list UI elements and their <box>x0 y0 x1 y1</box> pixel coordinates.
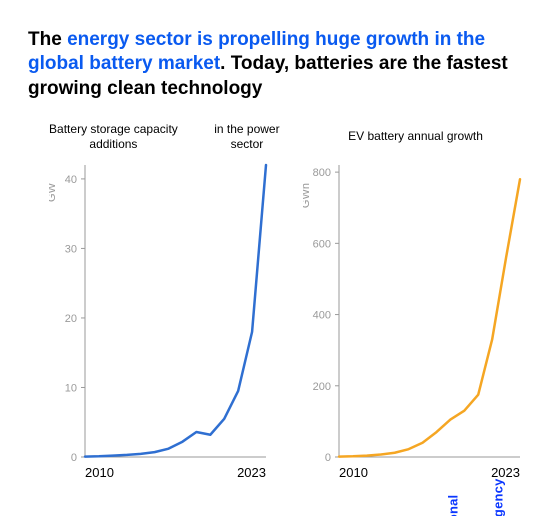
svg-text:400: 400 <box>313 309 331 321</box>
svg-text:800: 800 <box>313 167 331 179</box>
attribution-line2: Energy Agency <box>491 478 506 516</box>
source-attribution: International Energy Agency <box>417 478 537 516</box>
svg-text:GW: GW <box>49 182 58 202</box>
svg-text:30: 30 <box>65 243 77 255</box>
svg-text:10: 10 <box>65 382 77 394</box>
battery-infographic: The energy sector is propelling huge gro… <box>0 0 548 516</box>
chart-right-title: EV battery annual growth <box>303 121 528 153</box>
chart-left-col: Battery storage capacity additionsin the… <box>28 121 295 487</box>
attribution-line1: International <box>446 478 461 516</box>
chart-left-title: Battery storage capacity additionsin the… <box>28 121 295 153</box>
chart-left: 0 10 20 30 40 GW 2010 2023 <box>49 157 274 487</box>
charts-row: Battery storage capacity additionsin the… <box>28 121 528 487</box>
svg-text:2023: 2023 <box>237 465 266 480</box>
svg-text:0: 0 <box>71 452 77 464</box>
chart-right: 0200400600800GWh20102023 <box>303 157 528 487</box>
svg-text:2010: 2010 <box>339 465 368 480</box>
svg-text:2010: 2010 <box>85 465 114 480</box>
svg-text:600: 600 <box>313 238 331 250</box>
chart-right-col: EV battery annual growth 0 200 400 600 800GW… <box>303 121 528 487</box>
svg-text:40: 40 <box>65 174 77 186</box>
svg-text:200: 200 <box>313 381 331 393</box>
svg-text:GWh: GWh <box>303 183 312 208</box>
svg-text:0: 0 <box>325 452 331 464</box>
svg-text:20: 20 <box>65 313 77 325</box>
headline: The energy sector is propelling huge gro… <box>28 28 518 101</box>
